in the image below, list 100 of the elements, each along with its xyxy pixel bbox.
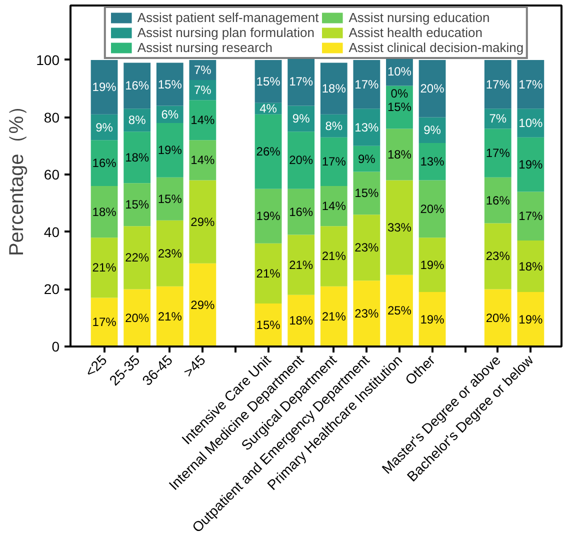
data-label: 15% <box>158 192 182 206</box>
y-tick-label: 20 <box>44 281 60 298</box>
bar <box>288 234 315 295</box>
bar <box>418 292 446 346</box>
data-label: 21% <box>92 260 117 275</box>
data-label: 19% <box>420 312 445 326</box>
bar <box>189 100 216 140</box>
data-label: 20% <box>486 310 510 325</box>
data-label: 16% <box>289 204 314 219</box>
bar <box>288 57 315 106</box>
data-label: 23% <box>354 306 380 321</box>
data-label: 14% <box>190 113 216 128</box>
y-tick-label: 40 <box>44 224 60 240</box>
data-label: 15% <box>354 186 380 200</box>
bar <box>124 62 151 109</box>
bar <box>124 226 151 290</box>
data-label: 9% <box>358 152 376 166</box>
data-label: 20% <box>125 310 150 325</box>
y-tick-label: 100 <box>36 52 60 68</box>
data-label: 18% <box>322 82 346 96</box>
data-label: 15% <box>256 318 281 332</box>
legend-label: Assist health education <box>348 25 482 40</box>
bar <box>484 177 512 224</box>
data-label: 18% <box>518 259 544 274</box>
bar <box>156 177 184 220</box>
bar <box>353 60 380 109</box>
bar <box>156 286 184 346</box>
data-label: 7% <box>194 62 212 77</box>
data-label: 18% <box>92 204 117 219</box>
data-label: 26% <box>256 144 281 159</box>
data-label: 18% <box>289 314 314 328</box>
bar <box>189 180 216 264</box>
data-label: 17% <box>92 315 117 330</box>
bar <box>156 220 184 286</box>
bar <box>517 60 544 109</box>
data-label: 19% <box>158 143 182 158</box>
data-label: 17% <box>518 77 544 92</box>
bar <box>484 223 512 290</box>
data-label: 23% <box>158 246 182 260</box>
data-label: 14% <box>322 199 346 214</box>
bar <box>320 62 348 114</box>
data-label: 23% <box>486 249 510 264</box>
data-label: 13% <box>420 154 445 169</box>
data-label: 21% <box>322 249 346 264</box>
bar <box>484 128 512 178</box>
data-label: 19% <box>256 209 281 224</box>
bar <box>254 188 282 244</box>
bar <box>320 186 348 226</box>
data-label: 21% <box>322 309 346 324</box>
data-label: 22% <box>125 250 150 265</box>
bar <box>156 122 184 178</box>
bar <box>90 140 118 186</box>
bar <box>288 294 315 346</box>
bar <box>254 114 282 189</box>
data-label: 20% <box>420 202 445 216</box>
bar <box>517 137 544 192</box>
bar <box>288 132 315 189</box>
data-label: 4% <box>260 102 278 116</box>
bar <box>353 280 380 346</box>
y-tick-label: 60 <box>44 166 60 183</box>
bar <box>90 186 118 238</box>
data-label: 6% <box>161 107 179 122</box>
data-label: 20% <box>420 82 445 96</box>
bar <box>418 238 446 292</box>
bar <box>156 62 184 106</box>
data-label: 16% <box>125 78 150 93</box>
legend-label: Assist clinical decision-making <box>348 40 524 55</box>
data-label: 14% <box>190 153 216 168</box>
data-label: 21% <box>158 309 182 324</box>
bar <box>254 243 282 304</box>
data-label: 23% <box>354 240 380 255</box>
data-label: 15% <box>256 74 281 88</box>
data-label: 29% <box>190 214 216 229</box>
legend-label: Assist nursing education <box>348 10 490 25</box>
data-label: 0% <box>390 86 408 101</box>
data-label: 17% <box>322 154 346 169</box>
x-tick-label: <25 <box>82 352 110 380</box>
data-label: 18% <box>387 148 412 162</box>
bar <box>517 240 544 292</box>
bar <box>484 289 512 346</box>
bar <box>90 238 118 298</box>
bar <box>320 286 348 346</box>
data-label: 10% <box>518 116 544 130</box>
data-label: 7% <box>489 112 507 126</box>
data-label: 17% <box>354 77 380 92</box>
data-label: 9% <box>96 120 114 134</box>
data-label: 20% <box>289 153 314 168</box>
bar <box>189 140 216 180</box>
data-label: 25% <box>387 304 412 318</box>
data-label: 8% <box>325 118 343 133</box>
data-label: 17% <box>486 77 510 92</box>
data-label: 16% <box>92 156 117 170</box>
bar <box>254 60 282 103</box>
legend-label: Assist patient self-management <box>137 10 319 25</box>
bar <box>124 183 151 226</box>
bar <box>320 137 348 186</box>
bar <box>189 263 216 346</box>
data-label: 10% <box>387 64 412 78</box>
data-label: 7% <box>194 83 212 98</box>
bar <box>90 60 118 114</box>
